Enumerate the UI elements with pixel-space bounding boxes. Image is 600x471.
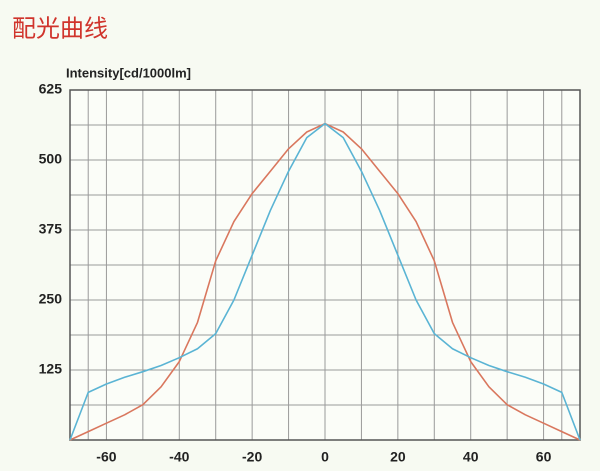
x-tick-label: 40 bbox=[463, 449, 479, 465]
x-tick-label: -60 bbox=[96, 449, 116, 465]
y-tick-label: 250 bbox=[39, 291, 63, 307]
x-tick-label: 20 bbox=[390, 449, 406, 465]
x-tick-label: 60 bbox=[536, 449, 552, 465]
y-tick-label: 500 bbox=[39, 151, 63, 167]
y-tick-label: 375 bbox=[39, 221, 63, 237]
y-tick-label: 625 bbox=[39, 81, 63, 97]
y-tick-label: 125 bbox=[39, 361, 63, 377]
x-tick-label: 0 bbox=[321, 449, 329, 465]
series-line bbox=[69, 122, 581, 441]
x-tick-label: -40 bbox=[169, 449, 189, 465]
x-tick-label: -20 bbox=[242, 449, 262, 465]
chart-title: 配光曲线 bbox=[12, 15, 108, 43]
plot-border bbox=[69, 89, 581, 441]
y-axis-label: Intensity[cd/1000lm] bbox=[66, 65, 191, 80]
